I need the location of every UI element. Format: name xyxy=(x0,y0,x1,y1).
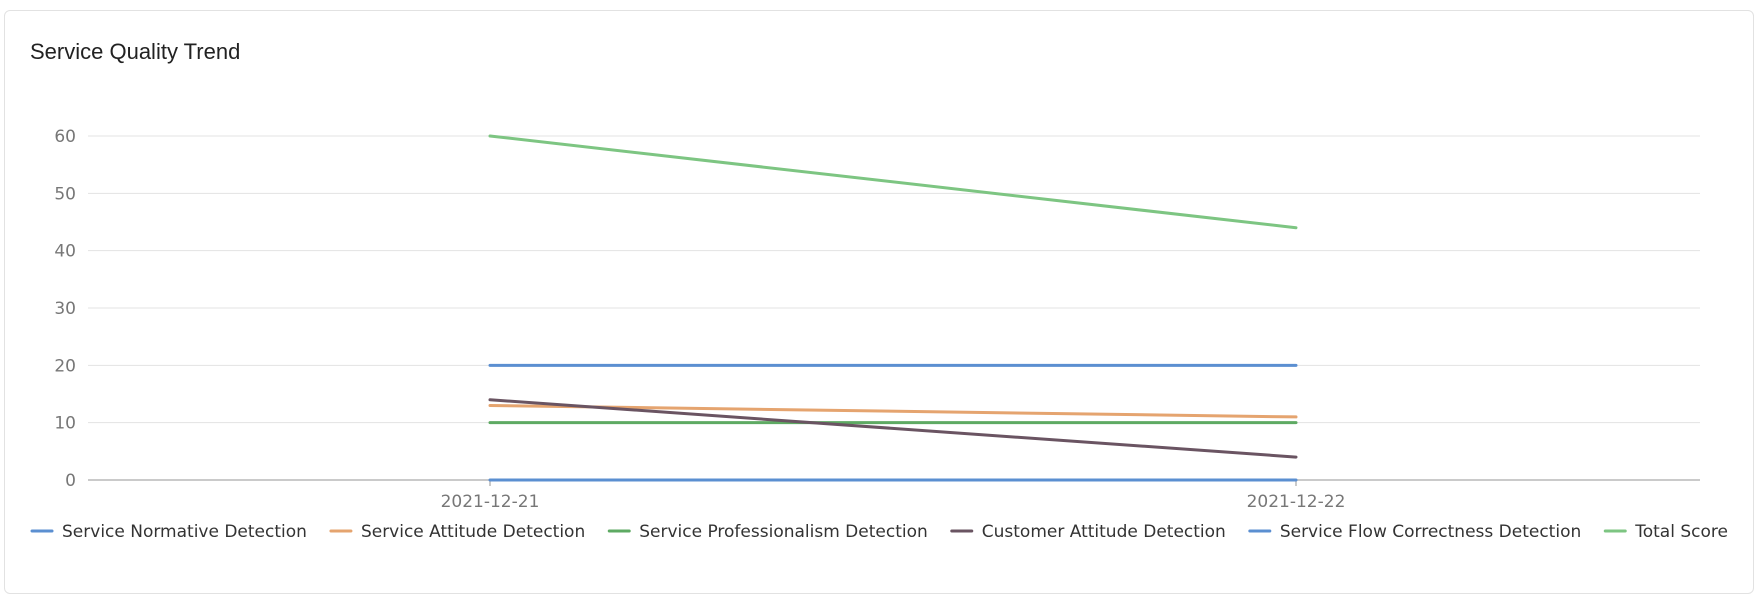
y-tick-label: 50 xyxy=(54,184,76,204)
legend-item-2[interactable]: Service Attitude Detection xyxy=(329,522,585,542)
legend-item-4[interactable]: Customer Attitude Detection xyxy=(950,522,1226,542)
y-tick-label: 60 xyxy=(54,127,76,147)
series-lines xyxy=(488,134,1298,482)
x-tick-label: 2021-12-22 xyxy=(1247,492,1346,512)
y-tick-label: 0 xyxy=(65,471,76,491)
legend-label: Service Flow Correctness Detection xyxy=(1280,522,1581,542)
legend-label: Service Professionalism Detection xyxy=(639,522,928,542)
legend-item-3[interactable]: Service Professionalism Detection xyxy=(607,522,928,542)
legend-item-6[interactable]: Total Score xyxy=(1603,522,1728,542)
chart-title: Service Quality Trend xyxy=(30,39,241,64)
y-axis: 0 10 20 30 40 50 60 xyxy=(54,127,76,491)
legend-item-1[interactable]: Service Normative Detection xyxy=(30,522,307,542)
legend-label: Service Normative Detection xyxy=(62,522,307,542)
chart-card: Service Quality Trend xyxy=(4,10,1754,594)
series-line-6[interactable] xyxy=(488,134,1298,230)
y-tick-label: 40 xyxy=(54,242,76,262)
legend: Service Normative Detection Service Attit… xyxy=(30,522,1728,542)
y-tick-label: 20 xyxy=(54,356,76,376)
legend-label: Customer Attitude Detection xyxy=(982,522,1226,542)
x-tick-label: 2021-12-21 xyxy=(441,492,540,512)
legend-item-5[interactable]: Service Flow Correctness Detection xyxy=(1248,522,1581,542)
legend-label: Total Score xyxy=(1634,522,1728,542)
legend-label: Service Attitude Detection xyxy=(361,522,585,542)
series-line-2[interactable] xyxy=(488,403,1298,419)
series-line-4[interactable] xyxy=(488,398,1298,459)
y-tick-label: 30 xyxy=(54,299,76,319)
y-tick-label: 10 xyxy=(54,414,76,434)
grid-lines xyxy=(88,135,1700,424)
x-axis: 2021-12-21 2021-12-22 xyxy=(88,479,1700,512)
